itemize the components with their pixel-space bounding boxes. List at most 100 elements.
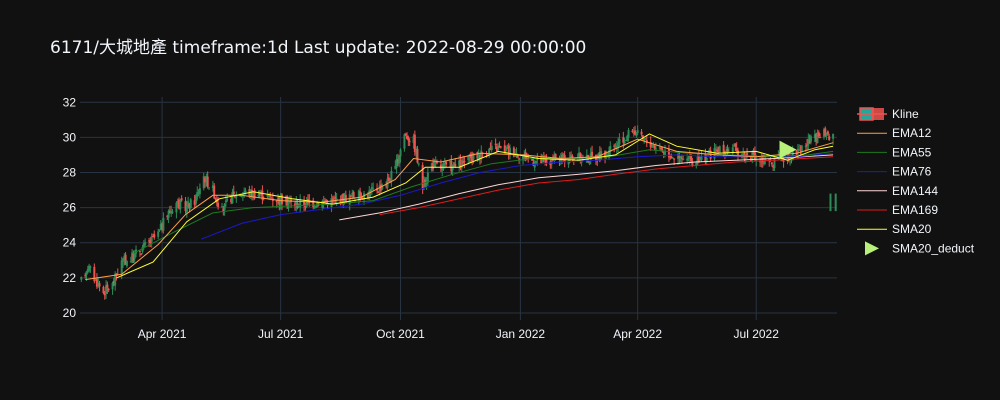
candle xyxy=(299,194,302,213)
candle-body xyxy=(690,154,693,162)
candle-body xyxy=(366,195,369,198)
candle xyxy=(295,196,298,212)
candle-body xyxy=(705,157,708,161)
candle-body xyxy=(205,176,208,182)
candle-body xyxy=(378,185,381,192)
candle xyxy=(822,127,825,140)
candle-body xyxy=(494,143,497,145)
candle xyxy=(731,144,734,156)
candle-body xyxy=(403,134,406,149)
candle-body xyxy=(654,148,657,150)
candle xyxy=(817,130,820,138)
candle xyxy=(763,153,766,166)
candle-body xyxy=(617,142,620,148)
candle xyxy=(632,126,635,137)
candle-body xyxy=(763,158,766,165)
candle xyxy=(234,195,237,199)
candle xyxy=(733,143,736,147)
candle-body xyxy=(95,279,98,287)
candle-body xyxy=(697,155,700,163)
candle xyxy=(699,156,702,161)
candle-body xyxy=(467,156,470,161)
candle-body xyxy=(171,211,174,213)
candle-body xyxy=(131,252,134,263)
candle-body xyxy=(688,155,691,159)
candle-body xyxy=(687,157,690,159)
candle-body xyxy=(363,193,366,200)
candle xyxy=(331,195,334,204)
candle-body xyxy=(726,149,729,153)
candle-body xyxy=(387,177,390,181)
candle-body xyxy=(211,185,214,189)
candle-body xyxy=(508,147,511,156)
candle-body xyxy=(518,158,521,160)
candle-body xyxy=(791,149,794,161)
candle-body xyxy=(406,135,409,139)
candle xyxy=(157,228,160,240)
candle xyxy=(404,132,407,137)
candle-body xyxy=(807,138,810,146)
candle-body xyxy=(188,203,191,209)
candle-body xyxy=(632,130,635,134)
ema55-line xyxy=(133,149,834,254)
candle-body xyxy=(727,151,730,153)
candle xyxy=(149,237,152,247)
candle-body xyxy=(198,188,201,195)
candle xyxy=(98,280,101,292)
candle-body xyxy=(158,229,161,231)
candle-body xyxy=(640,131,643,135)
candle-body xyxy=(330,198,333,208)
candle-body xyxy=(141,247,144,252)
candle-body xyxy=(377,191,380,193)
candle-body xyxy=(770,162,773,165)
candle xyxy=(508,144,511,160)
candle-body xyxy=(443,162,446,164)
candle-body xyxy=(459,159,462,169)
candle xyxy=(396,153,399,167)
candle xyxy=(303,195,306,212)
candle xyxy=(650,143,653,148)
candle-body xyxy=(516,154,519,158)
candle-body xyxy=(123,256,126,261)
candle-body xyxy=(714,149,717,151)
candle-body xyxy=(260,191,263,193)
candle-body xyxy=(407,136,410,141)
candle xyxy=(280,193,283,211)
candle-body xyxy=(343,195,346,202)
candle xyxy=(687,155,690,162)
candle xyxy=(241,191,244,201)
candle-body xyxy=(207,187,210,189)
candle xyxy=(159,220,162,231)
candle xyxy=(503,140,506,154)
candle-body xyxy=(662,151,665,153)
candle xyxy=(434,156,437,168)
candle xyxy=(198,183,201,199)
ema144-line xyxy=(339,154,834,221)
candle-body xyxy=(650,146,653,148)
candle-body xyxy=(545,158,548,164)
candle xyxy=(144,238,147,248)
candle xyxy=(121,257,124,268)
candle xyxy=(114,271,117,291)
candle-body xyxy=(735,148,738,151)
y-tick-label: 20 xyxy=(63,306,77,320)
candle-body xyxy=(772,165,775,168)
candle-body xyxy=(498,145,501,148)
candle-body xyxy=(531,158,534,161)
candle-body xyxy=(112,280,115,284)
candle-body xyxy=(824,128,827,136)
candle-body xyxy=(571,155,574,157)
candle xyxy=(678,152,681,165)
candle xyxy=(95,273,98,289)
candle-body xyxy=(635,134,638,136)
candle xyxy=(807,133,810,150)
candle-body xyxy=(463,161,466,163)
candle xyxy=(826,130,829,137)
candle-body xyxy=(670,156,673,159)
candle-body xyxy=(787,156,790,161)
candle xyxy=(488,147,491,158)
candle-body xyxy=(471,156,474,161)
legend-item-ema144: EMA144 xyxy=(857,184,938,198)
candle xyxy=(257,190,260,198)
candle xyxy=(426,167,429,186)
